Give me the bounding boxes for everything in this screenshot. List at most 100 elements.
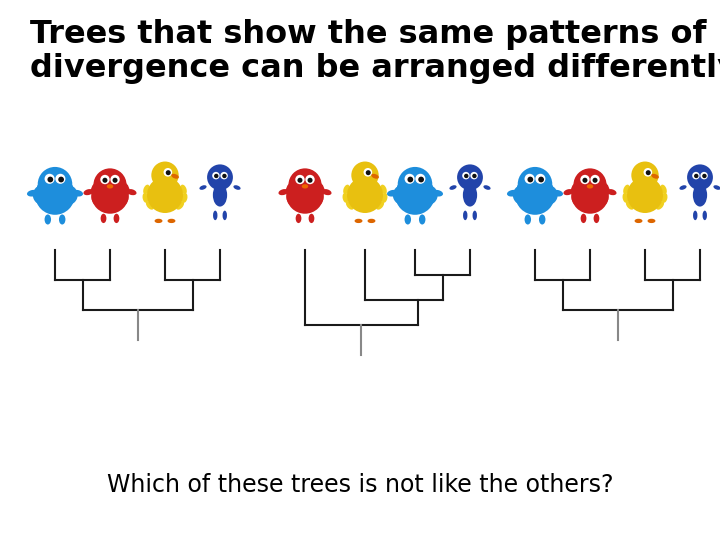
Ellipse shape: [171, 174, 179, 179]
Ellipse shape: [155, 219, 163, 223]
Circle shape: [91, 188, 110, 207]
Circle shape: [212, 172, 220, 179]
Circle shape: [166, 170, 171, 175]
Ellipse shape: [382, 193, 387, 203]
Circle shape: [347, 177, 383, 213]
Circle shape: [513, 185, 533, 205]
Circle shape: [518, 167, 552, 201]
Circle shape: [580, 175, 590, 184]
Ellipse shape: [607, 189, 616, 195]
Circle shape: [163, 168, 172, 177]
Ellipse shape: [472, 211, 477, 220]
Circle shape: [571, 176, 608, 214]
Circle shape: [582, 178, 588, 183]
Circle shape: [296, 193, 315, 212]
Circle shape: [413, 179, 433, 199]
Circle shape: [300, 180, 319, 198]
Ellipse shape: [176, 201, 184, 210]
Circle shape: [571, 181, 590, 200]
Text: Trees that show the same patterns of: Trees that show the same patterns of: [30, 19, 706, 51]
Ellipse shape: [539, 214, 546, 225]
Ellipse shape: [552, 190, 563, 197]
Circle shape: [53, 179, 73, 199]
Circle shape: [472, 174, 477, 178]
Circle shape: [631, 161, 659, 189]
Ellipse shape: [431, 190, 443, 197]
Circle shape: [295, 175, 305, 184]
Ellipse shape: [143, 193, 148, 203]
Circle shape: [573, 168, 606, 201]
Ellipse shape: [114, 214, 120, 223]
Circle shape: [591, 181, 610, 200]
Ellipse shape: [143, 185, 150, 194]
Circle shape: [111, 181, 130, 200]
Circle shape: [207, 164, 233, 190]
Circle shape: [291, 180, 310, 198]
Circle shape: [364, 168, 372, 177]
Ellipse shape: [703, 211, 707, 220]
Circle shape: [533, 179, 553, 199]
Ellipse shape: [693, 211, 698, 220]
Circle shape: [536, 174, 546, 184]
Circle shape: [48, 177, 53, 183]
Circle shape: [646, 170, 651, 175]
Ellipse shape: [377, 201, 384, 210]
Text: Which of these trees is not like the others?: Which of these trees is not like the oth…: [107, 473, 613, 497]
Circle shape: [306, 181, 325, 200]
Ellipse shape: [367, 219, 375, 223]
Circle shape: [525, 174, 535, 184]
Circle shape: [397, 190, 418, 211]
Circle shape: [576, 180, 595, 198]
Ellipse shape: [343, 185, 350, 194]
Circle shape: [538, 185, 558, 205]
Circle shape: [627, 177, 663, 213]
Ellipse shape: [624, 185, 629, 194]
Ellipse shape: [587, 184, 593, 188]
Ellipse shape: [680, 185, 687, 190]
Circle shape: [395, 175, 435, 215]
Circle shape: [45, 193, 65, 213]
Circle shape: [397, 179, 417, 199]
Circle shape: [58, 177, 64, 183]
Ellipse shape: [507, 190, 518, 197]
Ellipse shape: [660, 185, 667, 194]
Circle shape: [286, 181, 305, 200]
Circle shape: [53, 190, 73, 211]
Circle shape: [297, 178, 302, 183]
Ellipse shape: [233, 185, 240, 190]
Circle shape: [105, 180, 124, 198]
Ellipse shape: [146, 201, 154, 210]
Circle shape: [408, 177, 413, 183]
Circle shape: [287, 176, 324, 214]
Circle shape: [220, 172, 228, 179]
Circle shape: [100, 175, 109, 184]
Ellipse shape: [296, 214, 302, 223]
Ellipse shape: [127, 189, 137, 195]
Ellipse shape: [580, 214, 586, 223]
Ellipse shape: [222, 211, 227, 220]
Circle shape: [393, 185, 413, 205]
Circle shape: [525, 193, 545, 213]
Ellipse shape: [623, 193, 629, 203]
Circle shape: [289, 168, 322, 201]
Circle shape: [418, 177, 424, 183]
Ellipse shape: [354, 219, 362, 223]
Ellipse shape: [107, 184, 113, 188]
Ellipse shape: [693, 184, 707, 207]
Circle shape: [33, 185, 53, 205]
Ellipse shape: [309, 214, 315, 223]
Ellipse shape: [322, 189, 331, 195]
Ellipse shape: [634, 219, 642, 223]
Circle shape: [366, 170, 371, 175]
Ellipse shape: [525, 214, 531, 225]
Ellipse shape: [59, 214, 66, 225]
Ellipse shape: [45, 214, 51, 225]
Circle shape: [532, 190, 552, 211]
Circle shape: [462, 172, 469, 179]
Ellipse shape: [213, 211, 217, 220]
Circle shape: [585, 180, 604, 198]
Circle shape: [222, 174, 227, 178]
Circle shape: [112, 178, 117, 183]
Circle shape: [405, 193, 425, 213]
Circle shape: [413, 190, 433, 211]
